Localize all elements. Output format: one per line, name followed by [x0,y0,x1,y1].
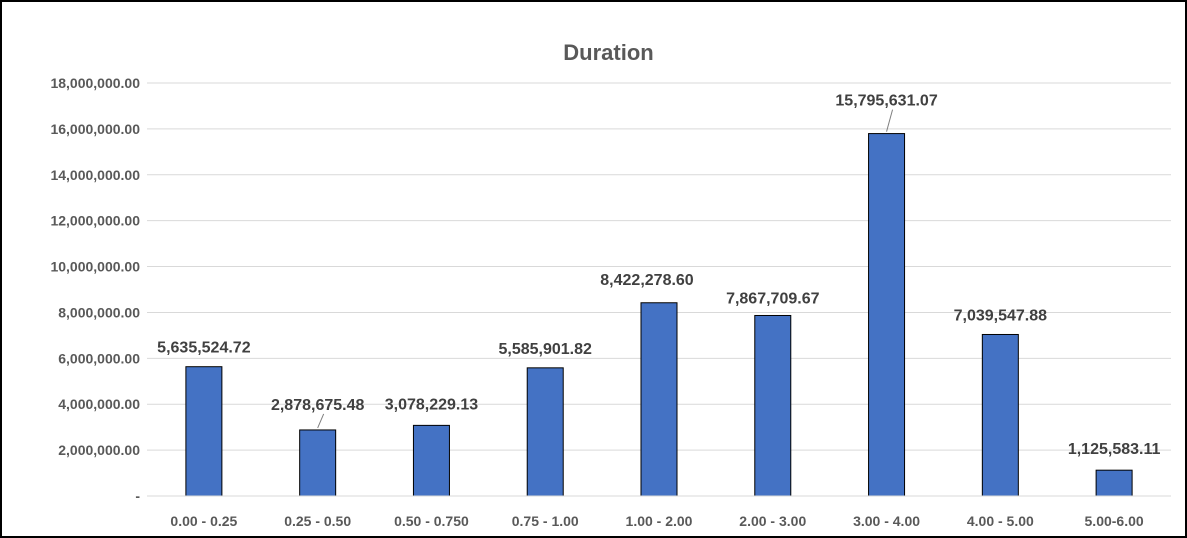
x-tick-label: 0.00 - 0.25 [170,513,237,529]
bar [412,424,450,497]
data-label: 1,125,583.11 [1068,441,1161,458]
x-tick-label: 5.00-6.00 [1085,513,1144,529]
chart-title: Duration [563,40,654,65]
leader-line [886,109,894,132]
y-tick-label: 2,000,000.00 [58,442,140,458]
y-tick-label: 18,000,000.00 [50,75,140,91]
y-tick-label: 4,000,000.00 [58,396,140,412]
x-tick-label: 1.00 - 2.00 [626,513,693,529]
data-label: 8,422,278.60 [600,272,694,289]
bar [526,367,564,497]
x-tick-label: 4.00 - 5.00 [967,513,1034,529]
y-tick-label: 6,000,000.00 [58,350,140,366]
data-label: 7,867,709.67 [726,290,820,307]
bar [185,366,223,497]
y-tick-label: 8,000,000.00 [58,304,140,320]
bar [981,333,1019,497]
leader-line [317,413,325,429]
bars [185,133,1133,497]
x-tick-label: 0.25 - 0.50 [284,513,351,529]
bar [299,429,337,497]
x-tick-label: 0.75 - 1.00 [512,513,579,529]
x-tick-label: 2.00 - 3.00 [739,513,806,529]
y-axis: - 2,000,000.00 4,000,000.00 6,000,000.00 8,0… [50,75,140,504]
bar [640,302,678,497]
data-labels: 5,635,524.72 2,878,675.48 3,078,229.13 5,58… [157,93,1160,459]
x-tick-label: 3.00 - 4.00 [853,513,920,529]
data-label: 7,039,547.88 [954,307,1048,324]
data-label: 3,078,229.13 [385,396,479,413]
data-label: 2,878,675.48 [271,397,365,414]
bar [754,314,792,497]
data-label: 15,795,631.07 [835,93,937,110]
y-tick-label: 10,000,000.00 [50,259,140,275]
x-tick-label: 0.50 - 0.750 [394,513,469,529]
bar [1095,469,1133,497]
data-label: 5,635,524.72 [157,340,251,357]
x-axis: 0.00 - 0.25 0.25 - 0.50 0.50 - 0.750 0.75 -… [147,495,1171,529]
y-tick-label: 16,000,000.00 [50,121,140,137]
y-tick-label: 12,000,000.00 [50,213,140,229]
y-tick-label: - [135,488,140,504]
y-tick-label: 14,000,000.00 [50,167,140,183]
bar [868,133,906,497]
leader-lines [317,109,894,429]
data-label: 5,585,901.82 [499,341,593,358]
